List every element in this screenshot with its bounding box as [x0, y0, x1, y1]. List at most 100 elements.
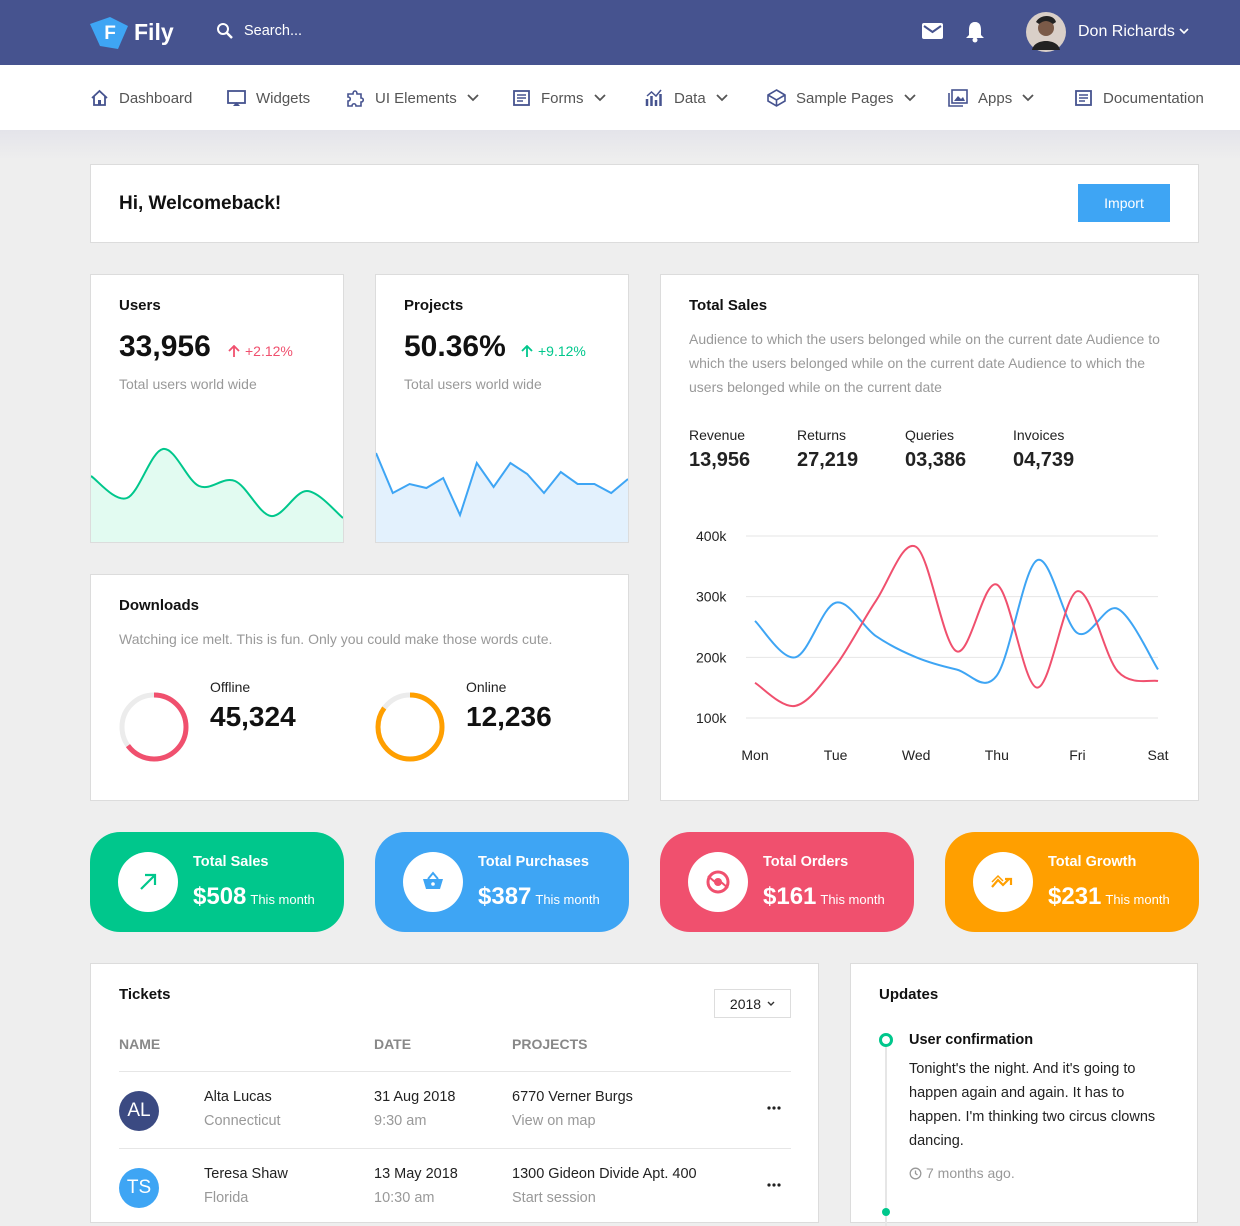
nav-item[interactable]: Data: [645, 86, 728, 110]
tile-title: Total Sales: [193, 854, 269, 870]
tile-icon: [403, 852, 463, 912]
tile-icon: [973, 852, 1033, 912]
stat-tile: Total Growth $231 This month: [945, 832, 1199, 932]
nav-icon: [91, 89, 108, 106]
nav-label: Apps: [978, 89, 1013, 107]
ticket-name: Teresa Shaw: [204, 1166, 288, 1182]
column-header: NAME: [119, 1036, 161, 1052]
nav-item[interactable]: Forms: [512, 86, 606, 110]
nav-label: Data: [674, 89, 706, 107]
timeline-line: [885, 1046, 887, 1226]
total-sales-card: Total Sales Audience to which the users …: [660, 274, 1199, 801]
ticket-time: 10:30 am: [374, 1190, 435, 1206]
stat-value: 04,739: [1013, 449, 1075, 471]
nav-item[interactable]: Sample Pages: [767, 86, 916, 110]
download-label: Offline: [210, 679, 251, 695]
card-title: Downloads: [119, 597, 200, 614]
x-tick-label: Tue: [824, 747, 848, 763]
search-input[interactable]: Search...: [244, 23, 303, 39]
ticket-location: Connecticut: [204, 1113, 281, 1129]
user-avatar[interactable]: [1026, 12, 1066, 52]
ticket-name: Alta Lucas: [204, 1089, 272, 1105]
select-caret: [767, 1001, 775, 1006]
nav-label: Sample Pages: [796, 89, 894, 107]
change-text: +2.12%: [245, 343, 293, 359]
stat-label: Returns: [797, 427, 847, 443]
tile-value: $161: [763, 883, 817, 910]
download-label: Online: [466, 679, 507, 695]
nav-item[interactable]: UI Elements: [345, 86, 479, 110]
ticket-action[interactable]: Start session: [512, 1190, 596, 1206]
more-button[interactable]: [767, 1106, 781, 1110]
nav-label: Widgets: [256, 89, 311, 107]
nav-label: Forms: [541, 89, 584, 107]
nav-label: Dashboard: [119, 89, 193, 107]
year-value: 2018: [729, 995, 762, 1012]
avatar: TS: [119, 1168, 159, 1208]
more-button[interactable]: [767, 1183, 781, 1187]
ticket-action[interactable]: View on map: [512, 1113, 596, 1129]
tile-icon: [118, 852, 178, 912]
tile-period: This month: [820, 892, 885, 907]
clock-icon: [909, 1167, 922, 1179]
sparkline: [91, 448, 343, 542]
ticket-project: 6770 Verner Burgs: [512, 1089, 633, 1105]
sales-line: [754, 544, 1159, 707]
stat-value: 03,386: [905, 449, 967, 471]
donut: [119, 692, 189, 762]
import-button[interactable]: Import: [1078, 184, 1170, 222]
stat-tile: Total Sales $508 This month: [90, 832, 344, 932]
y-tick-label: 300k: [696, 589, 727, 605]
mail-icon[interactable]: [922, 23, 943, 39]
change-text: +9.12%: [538, 343, 586, 359]
card-title: Updates: [879, 986, 939, 1003]
stat-subtitle: Total users world wide: [404, 376, 542, 392]
stat-subtitle: Total users world wide: [119, 376, 257, 392]
year-select[interactable]: 2018: [714, 989, 791, 1018]
avatar: AL: [119, 1091, 159, 1131]
x-tick-label: Sat: [1147, 747, 1168, 763]
nav-label: Documentation: [1103, 89, 1204, 107]
stat-label: Revenue: [689, 427, 746, 443]
download-value: 45,324: [210, 701, 296, 732]
tile-value: $508: [193, 883, 247, 910]
download-value: 12,236: [466, 701, 552, 732]
users-card: Users 33,956 +2.12% Total users world wi…: [90, 274, 344, 543]
card-title: Users: [119, 297, 161, 314]
timeline-dot: [882, 1208, 890, 1216]
donut-arc: [375, 692, 445, 762]
stat-value: 27,219: [797, 449, 859, 471]
tile-period: This month: [1105, 892, 1170, 907]
x-tick-label: Wed: [902, 747, 931, 763]
tile-value: $387: [478, 883, 532, 910]
tile-title: Total Growth: [1048, 854, 1137, 870]
welcome-title: Hi, Welcomeback!: [119, 193, 282, 214]
nav-caret: [593, 94, 606, 102]
ticket-location: Florida: [204, 1190, 249, 1206]
x-tick-label: Thu: [985, 747, 1009, 763]
divider: [119, 1071, 791, 1072]
nav-item[interactable]: Widgets: [227, 86, 310, 110]
nav-bar: Dashboard Widgets UI Elements Forms Data…: [0, 65, 1240, 130]
time-text: 7 months ago.: [926, 1165, 1015, 1181]
sparkline-area: [376, 453, 628, 542]
downloads-card: Downloads Watching ice melt. This is fun…: [90, 574, 629, 801]
bell-icon[interactable]: [965, 21, 985, 43]
nav-item[interactable]: Apps: [948, 86, 1034, 110]
nav-caret: [903, 94, 916, 102]
tile-value: $231: [1048, 883, 1102, 910]
user-name[interactable]: Don Richards: [1078, 23, 1175, 40]
stat-label: Invoices: [1013, 427, 1065, 443]
sales-chart: 100k 200k 300k 400k Mon Tue Wed Thu Fri Sat: [696, 528, 1169, 763]
update-text: Tonight's the night. And it's going to h…: [909, 1061, 1156, 1149]
nav-item[interactable]: Dashboard: [90, 86, 192, 110]
donut: [375, 692, 445, 762]
update-time: 7 months ago.: [909, 1165, 1015, 1181]
update-title: User confirmation: [909, 1032, 1034, 1048]
nav-item[interactable]: Documentation: [1074, 86, 1204, 110]
ticket-project: 1300 Gideon Divide Apt. 400: [512, 1166, 697, 1182]
divider: [119, 1148, 791, 1149]
brand: Fily: [134, 19, 174, 45]
nav-icon: [1075, 90, 1092, 106]
stat-tile: Total Orders $161 This month: [660, 832, 914, 932]
